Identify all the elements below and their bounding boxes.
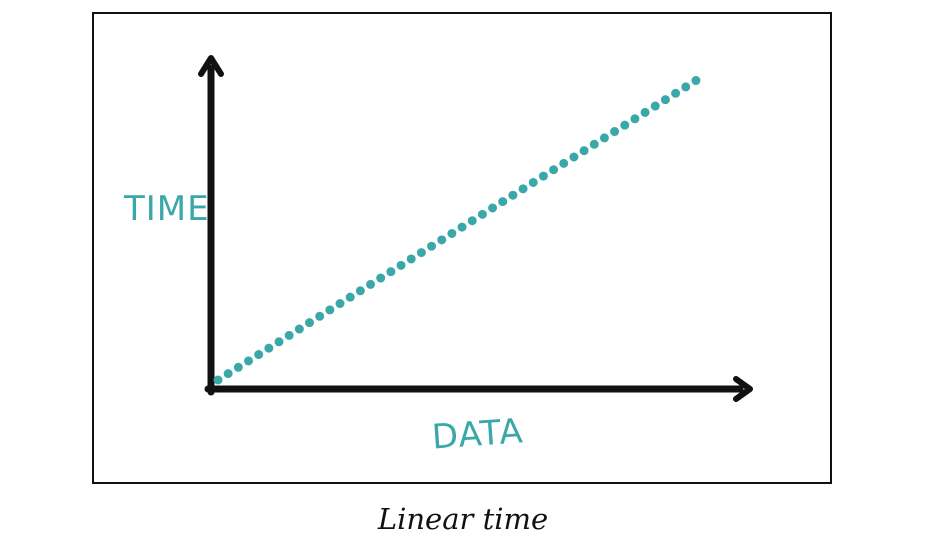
y-axis-arrowhead	[198, 55, 224, 77]
x-axis-arrowhead	[733, 376, 753, 402]
diagram-caption: Linear time	[377, 502, 549, 536]
diagram-frame	[92, 12, 832, 484]
y-axis-label: TIME	[123, 189, 210, 229]
linear-dotted-line	[213, 73, 705, 385]
x-axis-label: DATA	[431, 411, 525, 457]
